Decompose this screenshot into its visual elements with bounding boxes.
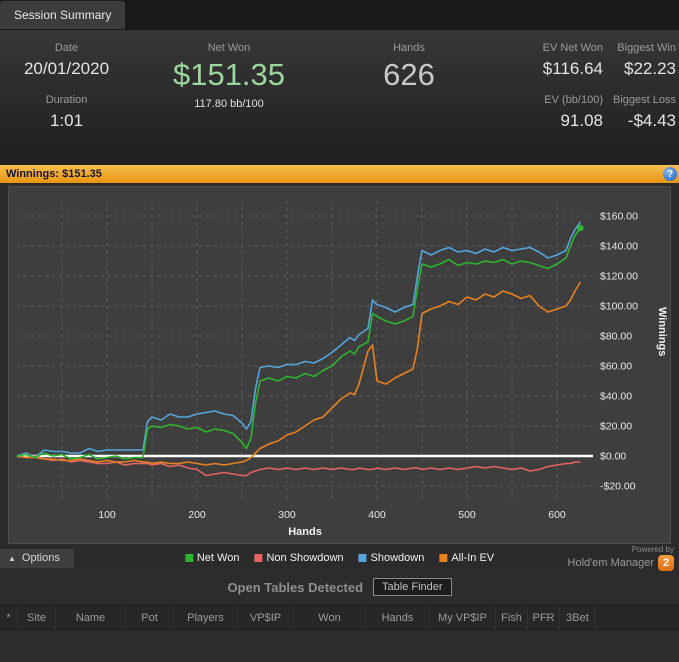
legend-label: All-In EV (451, 552, 495, 564)
svg-text:$100.00: $100.00 (600, 301, 638, 313)
svg-text:$140.00: $140.00 (600, 241, 638, 253)
options-button[interactable]: ▲ Options (0, 548, 74, 568)
column-header-pfr[interactable]: PFR (528, 606, 560, 629)
all-in-ev-swatch-icon (439, 554, 448, 562)
info-icon[interactable]: ? (663, 167, 677, 181)
powered-by-text: Powered by (631, 545, 674, 554)
column-header-site[interactable]: Site (18, 606, 56, 629)
svg-text:$120.00: $120.00 (600, 271, 638, 283)
net-won-label: Net Won (207, 42, 251, 54)
biggest-loss-value: -$4.43 (627, 111, 676, 130)
date-label: Date (54, 42, 79, 54)
ev-bb100-value: 91.08 (560, 111, 603, 130)
column-header-star[interactable]: * (0, 606, 18, 629)
column-header-3bet[interactable]: 3Bet (560, 606, 596, 629)
svg-text:300: 300 (278, 509, 296, 521)
net-won-value: $151.35 (172, 57, 286, 92)
svg-text:$40.00: $40.00 (600, 391, 632, 403)
hands-label: Hands (393, 42, 425, 54)
collapse-arrow-icon: ▲ (8, 553, 16, 563)
svg-text:500: 500 (458, 509, 476, 521)
column-header-name[interactable]: Name (56, 606, 126, 629)
column-header-hands[interactable]: Hands (366, 606, 430, 629)
legend-item-net-won: Net Won (184, 552, 240, 564)
svg-text:$20.00: $20.00 (600, 421, 632, 433)
net-won-swatch-icon (184, 554, 193, 562)
options-label: Options (21, 551, 60, 564)
column-header-filler (596, 606, 679, 629)
tab-bar: Session Summary (0, 0, 679, 30)
svg-text:-$20.00: -$20.00 (600, 481, 636, 493)
stats-col-ev: EV Net Won $116.64 EV (bb/100) 91.08 (493, 30, 603, 165)
ev-net-won-value: $116.64 (542, 59, 603, 78)
winnings-bar-text: Winnings: $151.35 (6, 168, 102, 180)
legend-label: Showdown (370, 552, 425, 564)
stats-col-biggest: Biggest Win $22.23 Biggest Loss -$4.43 (603, 30, 679, 165)
legend-label: Net Won (196, 552, 240, 564)
stats-col-net-won: Net Won $151.35 117.80 bb/100 (133, 30, 325, 165)
table-finder-button[interactable]: Table Finder (373, 578, 452, 596)
ev-net-won-label: EV Net Won (542, 42, 603, 54)
svg-text:$60.00: $60.00 (600, 361, 632, 373)
winnings-bar: Winnings: $151.35 ? (0, 165, 679, 183)
open-tables-title: Open Tables Detected (227, 579, 364, 595)
date-value: 20/01/2020 (23, 59, 110, 78)
duration-value: 1:01 (49, 111, 84, 130)
column-header-won[interactable]: Won (294, 606, 366, 629)
column-header-fish[interactable]: Fish (496, 606, 528, 629)
svg-text:400: 400 (368, 509, 386, 521)
legend-item-all-in-ev: All-In EV (439, 552, 494, 564)
open-tables-section: Open Tables Detected Table Finder * Site… (0, 570, 679, 662)
winnings-chart-panel: $160.00 $140.00 $120.00 $100.00 $80.00 $60.00… (8, 186, 671, 544)
stats-col-hands: Hands 626 (325, 30, 493, 165)
ev-bb100-label: EV (bb/100) (544, 94, 603, 106)
stats-col-date: Date 20/01/2020 Duration 1:01 (0, 30, 133, 165)
column-header-pot[interactable]: Pot (126, 606, 174, 629)
svg-text:$80.00: $80.00 (600, 331, 632, 343)
column-header-players[interactable]: Players (174, 606, 238, 629)
column-header-vpip[interactable]: VP$IP (238, 606, 294, 629)
net-won-bb100: 117.80 bb/100 (194, 98, 264, 110)
column-header-my-vpip[interactable]: My VP$IP (430, 606, 496, 629)
holdem-manager-text: Hold'em Manager (567, 557, 654, 569)
legend-item-non-showdown: Non Showdown (254, 552, 344, 564)
tab-session-summary[interactable]: Session Summary (0, 1, 126, 29)
hm2-logo-icon: 2 (658, 555, 674, 571)
showdown-swatch-icon (358, 554, 367, 562)
svg-text:$160.00: $160.00 (600, 211, 638, 223)
legend-label: Non Showdown (266, 552, 344, 564)
hands-value: 626 (383, 57, 435, 92)
chart-x-axis-label: Hands (288, 526, 322, 538)
session-stats-panel: Date 20/01/2020 Duration 1:01 Net Won $1… (0, 30, 679, 165)
svg-text:200: 200 (188, 509, 206, 521)
duration-label: Duration (45, 94, 88, 106)
open-tables-header-row: * Site Name Pot Players VP$IP Won Hands … (0, 605, 679, 630)
biggest-win-value: $22.23 (624, 59, 676, 78)
legend-item-showdown: Showdown (358, 552, 425, 564)
branding: Powered by Hold'em Manager 2 (568, 545, 679, 571)
non-showdown-swatch-icon (254, 554, 263, 562)
svg-text:$0.00: $0.00 (600, 451, 626, 463)
chart-legend: Net Won Non Showdown Showdown All-In EV (184, 552, 494, 564)
chart-y-axis-label: Winnings (656, 307, 668, 357)
chart-footer-row: ▲ Options Net Won Non Showdown Showdown A… (0, 545, 679, 571)
svg-text:600: 600 (548, 509, 566, 521)
svg-text:100: 100 (98, 509, 116, 521)
biggest-win-label: Biggest Win (617, 42, 676, 54)
biggest-loss-label: Biggest Loss (613, 94, 676, 106)
winnings-chart: $160.00 $140.00 $120.00 $100.00 $80.00 $60.00… (16, 201, 638, 521)
